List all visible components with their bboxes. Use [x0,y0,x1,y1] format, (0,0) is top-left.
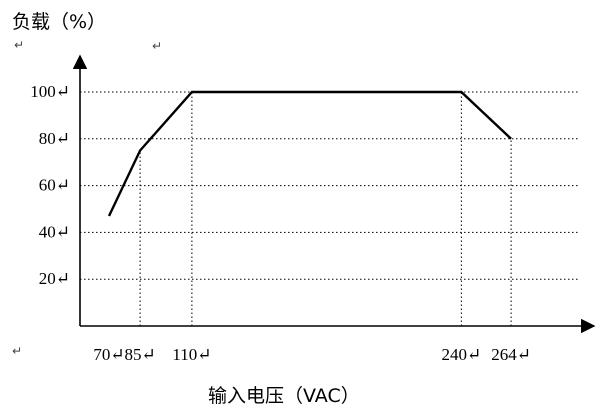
paragraph-mark: ↵ [152,39,162,53]
x-tick-label: 70↵ [93,345,124,364]
y-tick-label: 80↵ [39,129,70,148]
y-tick-label: 60↵ [39,176,70,195]
x-tick-label: 110↵ [172,345,211,364]
x-tick-label: 264↵ [491,345,531,364]
y-tick-label: 20↵ [39,269,70,288]
grid [80,91,580,326]
paragraph-mark: ↵ [12,344,22,358]
series-line [107,90,512,217]
x-tick-label: 85↵ [124,345,155,364]
y-tick-label: 100↵ [30,82,70,101]
paragraph-mark: ↵ [14,38,24,52]
x-axis-title: 输入电压（VAC） [208,385,360,407]
y-tick-label: 40↵ [39,222,70,241]
tick-labels: 20↵ 40↵ 60↵ 80↵ 100↵ 70↵ 85↵ 110↵ 240↵ 264↵ [30,82,531,364]
x-tick-label: 240↵ [441,345,481,364]
y-axis-title: 负载（%） [12,11,106,33]
